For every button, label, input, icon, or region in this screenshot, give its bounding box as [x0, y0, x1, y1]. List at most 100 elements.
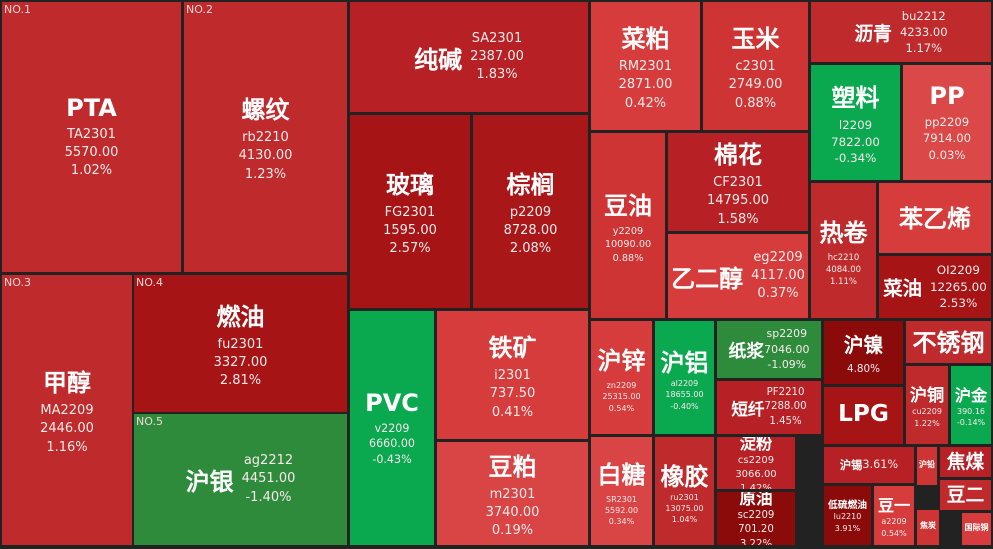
tile[interactable]: 白糖 SR2301 5592.00 0.34% — [591, 437, 652, 545]
tile-price: 1595.00 — [383, 222, 437, 238]
tile-price: 7914.00 — [922, 131, 972, 146]
tile-change: 0.19% — [491, 523, 534, 539]
tile-name: 沪金 — [954, 385, 988, 405]
tile[interactable]: 沪铅 — [917, 447, 937, 485]
tile[interactable]: 不锈钢 — [906, 321, 991, 363]
tile[interactable]: 纯碱 SA2301 2387.00 1.83% — [350, 2, 588, 112]
tile[interactable]: NO.4 燃油 fu2301 3327.00 2.81% — [134, 275, 347, 412]
tile-name: 棉花 — [714, 141, 762, 170]
tile-info: PF2210 7288.00 1.45% — [764, 386, 806, 429]
tile-code: sc2209 — [737, 510, 775, 522]
tile-info: zn2209 25315.00 0.54% — [602, 380, 640, 414]
tile-name: 菜粕 — [621, 25, 670, 54]
tile[interactable]: 沪金 390.16 -0.14% — [951, 366, 991, 444]
tile[interactable]: 沪铜 cu2209 1.22% — [906, 366, 948, 444]
tile-name: 塑料 — [831, 84, 880, 113]
tile-price: 701.20 — [738, 524, 774, 536]
tile-name: 沥青 — [854, 23, 892, 45]
tile[interactable]: 乙二醇 eg2209 4117.00 0.37% — [668, 234, 808, 318]
tile-name: 豆油 — [604, 191, 652, 220]
tile-info: y2209 10090.00 0.88% — [605, 225, 651, 266]
tile[interactable]: 沪锡 3.61% — [824, 447, 914, 483]
tile-name: 螺纹 — [241, 96, 290, 125]
tile[interactable]: 豆粕 m2301 3740.00 0.19% — [437, 442, 588, 545]
tile[interactable]: 橡胶 ru2301 13075.00 1.04% — [655, 437, 714, 545]
tile[interactable]: 焦炭 — [917, 510, 939, 545]
tile-name: 国际铜 — [964, 522, 989, 532]
tile-info: RM2301 2871.00 0.42% — [619, 58, 673, 113]
rank-label: NO.2 — [186, 3, 213, 16]
tile-info: c2301 2749.00 0.88% — [729, 58, 783, 113]
tile-info: SR2301 5592.00 0.34% — [605, 494, 638, 528]
tile-code: pp2209 — [924, 115, 970, 129]
tile[interactable]: 热卷 hc2210 4084.00 1.11% — [811, 183, 876, 318]
tile[interactable]: 铁矿 i2301 737.50 0.41% — [437, 311, 588, 439]
tile-name: PP — [929, 82, 965, 110]
tile-info: OI2209 12265.00 2.53% — [930, 262, 987, 312]
tile-info: SA2301 2387.00 1.83% — [470, 30, 524, 85]
tile[interactable]: NO.5 沪银 ag2212 4451.00 -1.40% — [134, 414, 347, 545]
tile[interactable]: 菜油 OI2209 12265.00 2.53% — [879, 256, 991, 318]
tile[interactable]: NO.3 甲醇 MA2209 2446.00 1.16% — [2, 275, 132, 545]
tile-change: -1.40% — [245, 489, 292, 505]
tile[interactable]: 沪镍 4.80% — [824, 321, 903, 384]
tile[interactable]: 塑料 l2209 7822.00 -0.34% — [811, 65, 900, 180]
tile-info: 4.80% — [847, 362, 880, 377]
tile-name: 玉米 — [731, 25, 780, 54]
tile-name: 玻璃 — [386, 170, 434, 199]
tile-name: 淀粉 — [739, 437, 773, 453]
tile-name: 纯碱 — [414, 45, 463, 74]
tile[interactable]: 玉米 c2301 2749.00 0.88% — [703, 2, 808, 130]
tile-code: al2209 — [670, 379, 699, 389]
tile-price: 2387.00 — [470, 48, 524, 64]
tile[interactable]: 豆油 y2209 10090.00 0.88% — [591, 133, 665, 318]
tile-name: 原油 — [739, 492, 773, 509]
tile-name: 沪铝 — [660, 349, 709, 378]
tile[interactable]: NO.2 螺纹 rb2210 4130.00 1.23% — [184, 2, 347, 272]
tile[interactable]: PVC v2209 6660.00 -0.43% — [350, 311, 434, 545]
tile[interactable]: 菜粕 RM2301 2871.00 0.42% — [591, 2, 700, 130]
tile[interactable]: NO.1 PTA TA2301 5570.00 1.02% — [2, 2, 181, 272]
tile[interactable]: 低硫燃油 lu2210 3.91% — [824, 486, 871, 545]
tile-price: 390.16 — [957, 406, 985, 416]
tile[interactable]: 棉花 CF2301 14795.00 1.58% — [668, 133, 808, 231]
tile[interactable]: 国际铜 — [962, 513, 991, 545]
tile-price: 18655.00 — [665, 390, 704, 400]
tile-code: cu2209 — [912, 407, 942, 417]
tile[interactable]: 原油 sc2209 701.20 3.22% — [717, 492, 795, 545]
tile-name: 纸浆 — [728, 340, 765, 362]
tile[interactable]: PP pp2209 7914.00 0.03% — [903, 65, 991, 180]
tile[interactable]: 豆二 — [940, 480, 991, 510]
tile[interactable]: 淀粉 cs2209 3066.00 1.42% — [717, 437, 795, 489]
tile[interactable]: 纸浆 sp2209 7046.00 -1.09% — [717, 321, 821, 378]
tile[interactable]: 短纤 PF2210 7288.00 1.45% — [717, 381, 821, 434]
tile[interactable]: 玻璃 FG2301 1595.00 2.57% — [350, 115, 470, 308]
tile[interactable]: 豆一 a2209 0.54% — [874, 486, 914, 545]
tile-name: 白糖 — [597, 460, 646, 489]
tile-code: sp2209 — [766, 327, 808, 341]
tile[interactable]: LPG — [824, 387, 903, 444]
tile-code: ag2212 — [243, 453, 294, 469]
tile-code: MA2209 — [40, 403, 94, 419]
tile-change: 2.53% — [939, 296, 978, 311]
tile-change: 1.04% — [671, 515, 698, 525]
tile[interactable]: 沥青 bu2212 4233.00 1.17% — [811, 2, 991, 62]
rank-label: NO.4 — [136, 276, 163, 289]
tile-change: 1.02% — [70, 163, 113, 179]
tile-price: 3066.00 — [735, 469, 777, 480]
tile[interactable]: 焦煤 — [940, 447, 991, 477]
tile-price: 3327.00 — [213, 354, 268, 370]
rank-label: NO.3 — [4, 276, 31, 289]
tile[interactable]: 棕榈 p2209 8728.00 2.08% — [473, 115, 588, 308]
tile-name: 焦煤 — [946, 451, 985, 473]
tile[interactable]: 沪锌 zn2209 25315.00 0.54% — [591, 321, 652, 434]
tile[interactable]: 沪铝 al2209 18655.00 -0.40% — [655, 321, 714, 434]
tile-code: i2301 — [494, 368, 531, 384]
tile-price: 7822.00 — [831, 134, 880, 149]
tile-info: bu2212 4233.00 1.17% — [900, 8, 948, 56]
tile-change: 0.54% — [881, 528, 907, 538]
tile-price: 4117.00 — [751, 267, 805, 283]
tile[interactable]: 苯乙烯 — [879, 183, 991, 253]
tile-price: 2749.00 — [728, 77, 783, 93]
tile-code: y2209 — [612, 225, 644, 237]
